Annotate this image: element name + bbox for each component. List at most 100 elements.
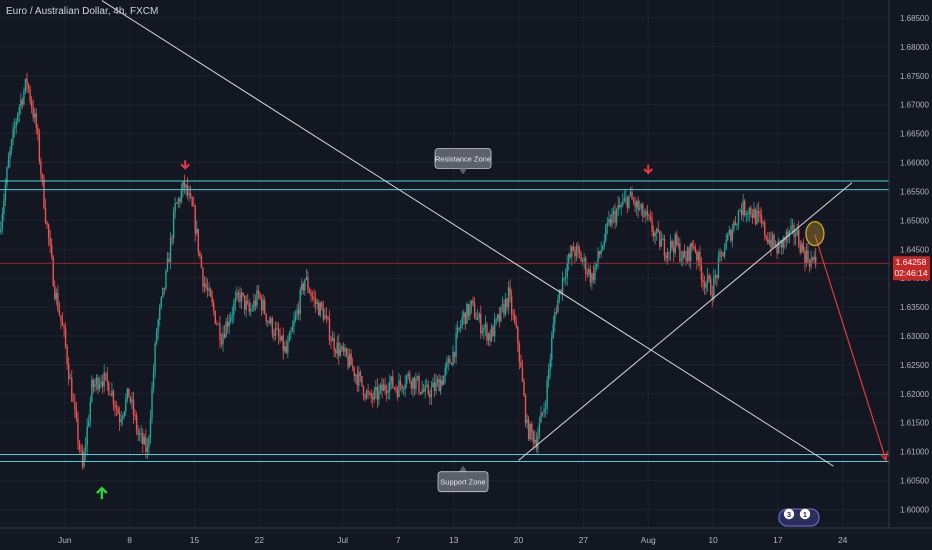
candle-body (776, 244, 778, 254)
candle-body (280, 335, 283, 341)
candle-body (58, 310, 61, 316)
candle-body (361, 375, 363, 386)
candle-body (18, 106, 20, 114)
candle-body (685, 257, 687, 261)
candle-body (236, 292, 238, 299)
candle-body (558, 289, 561, 299)
candle-body (456, 327, 459, 334)
candle-body (717, 257, 720, 278)
candle-body (67, 364, 70, 379)
candle-body (27, 84, 30, 89)
candle-body (157, 319, 159, 332)
candle-body (373, 390, 375, 400)
candle-body (677, 243, 680, 245)
candle-body (205, 283, 207, 288)
ascending-trendline (518, 182, 853, 461)
candle-body (248, 303, 250, 312)
candle-body (591, 273, 593, 283)
candle-body (382, 384, 385, 392)
breakout-ellipse (805, 220, 825, 247)
candle-body (284, 346, 286, 352)
candle-body (654, 233, 656, 237)
time-tick-label: 7 (396, 535, 401, 545)
candle-body (628, 195, 630, 209)
candle-body (401, 385, 403, 390)
candle-body (740, 210, 743, 216)
candle-body (115, 407, 118, 409)
candle-body (811, 258, 814, 260)
candle-body (723, 249, 726, 257)
time-tick-label: Aug (641, 535, 656, 545)
candle-body (531, 423, 533, 432)
candle-body (693, 247, 695, 248)
last-price-badge: 1.64258 02:46:14 (893, 256, 930, 281)
time-tick-label: 24 (838, 535, 848, 545)
candle-body (435, 381, 437, 391)
candle-body (575, 246, 578, 257)
candle-body (606, 222, 609, 226)
candle-body (188, 193, 190, 196)
candle-body (586, 273, 588, 275)
price-tick-label: 1.67500 (900, 72, 929, 81)
candle-body (313, 297, 315, 300)
candle-body (671, 240, 673, 248)
candle-body (705, 283, 707, 288)
candle-body (146, 447, 149, 452)
candle-body (731, 230, 734, 241)
candle-body (100, 381, 102, 384)
candle-body (467, 303, 470, 317)
candle-body (20, 99, 22, 107)
candle-body (549, 359, 551, 371)
candle-body (393, 387, 396, 389)
candle-body (626, 197, 629, 209)
candle-body (347, 356, 349, 367)
candle-body (518, 344, 521, 362)
candle-body (358, 372, 360, 386)
candle-body (672, 247, 675, 253)
candle-body (754, 209, 757, 224)
candle-body (128, 388, 130, 398)
candle-body (35, 113, 37, 128)
candle-body (196, 228, 198, 233)
candle-body (253, 300, 255, 310)
candle-body (594, 266, 596, 280)
candle-body (580, 253, 582, 262)
candle-body (219, 323, 221, 341)
candle-body (43, 178, 45, 208)
candle-body (615, 210, 618, 223)
candle-body (356, 374, 358, 386)
grid-lines (0, 0, 889, 528)
candle-body (453, 351, 456, 357)
candle-body (325, 315, 328, 317)
candle-body (643, 215, 646, 217)
candle-body (532, 431, 534, 443)
candle-body (566, 263, 568, 277)
candle-body (552, 323, 555, 338)
candle-body (801, 243, 803, 253)
candle-body (180, 190, 183, 202)
candle-body (345, 348, 348, 357)
candle-body (24, 78, 27, 92)
candle-body (233, 303, 235, 315)
candle-body (779, 240, 781, 242)
candle-body (259, 293, 261, 299)
candle-body (307, 276, 309, 290)
candle-body (129, 397, 132, 403)
badge-count-b: 1 (803, 510, 807, 519)
candle-body (314, 299, 317, 304)
candle-body (81, 451, 84, 467)
time-scale-ticks[interactable]: Jun 8 15 22 Jul 7 13 20 27 Aug 10 17 24 (58, 535, 848, 545)
candle-body (796, 229, 798, 236)
candle-body (597, 251, 599, 263)
candle-body (182, 181, 184, 191)
candle-body (716, 275, 718, 278)
candle-body (669, 240, 672, 253)
candle-body (120, 419, 122, 422)
candle-body (446, 362, 448, 368)
candle-body (287, 341, 289, 353)
candle-body (91, 379, 93, 402)
candle-body (197, 228, 200, 252)
candle-body (759, 213, 761, 217)
candle-body (12, 128, 14, 140)
